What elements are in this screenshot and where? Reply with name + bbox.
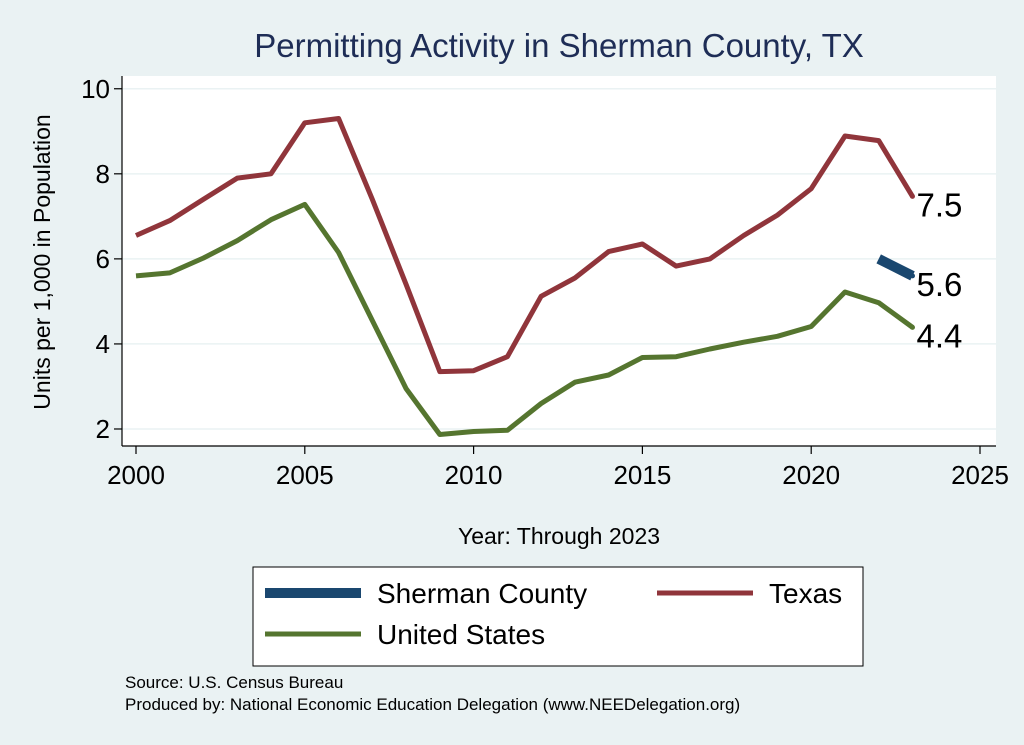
legend-label-united-states: United States: [377, 619, 545, 650]
series-end-point-united-states: [909, 324, 915, 330]
source-note: Source: U.S. Census Bureau: [125, 673, 343, 692]
x-tick-label-2005: 2005: [276, 460, 334, 490]
x-tick-label-2010: 2010: [445, 460, 503, 490]
chart-title: Permitting Activity in Sherman County, T…: [254, 27, 864, 64]
y-axis: 2 4 6 8 10: [81, 74, 123, 446]
x-tick-label-2000: 2000: [107, 460, 165, 490]
legend-label-sherman-county: Sherman County: [377, 578, 587, 609]
x-axis-title: Year: Through 2023: [458, 523, 660, 549]
x-tick-label-2025: 2025: [951, 460, 1009, 490]
y-axis-title: Units per 1,000 in Population: [29, 114, 55, 409]
y-tick-label-10: 10: [81, 74, 110, 104]
x-axis: 2000 2005 2010 2015 2020 2025: [107, 445, 1009, 490]
legend: Sherman County Texas United States: [265, 578, 842, 650]
series-line-texas: [134, 116, 915, 375]
producer-note: Produced by: National Economic Education…: [125, 695, 740, 714]
series-line-sherman-county: [876, 254, 915, 281]
y-tick-label-2: 2: [96, 414, 110, 444]
legend-box: [252, 566, 864, 667]
y-tick-label-4: 4: [96, 329, 110, 359]
series-layer: [134, 116, 915, 437]
end-label-sherman-county: 5.6: [916, 266, 962, 303]
series-line-united-states: [135, 201, 914, 437]
end-label-texas: 7.5: [916, 186, 962, 223]
series-end-point-sherman-county: [909, 273, 915, 279]
end-label-united-states: 4.4: [916, 317, 962, 354]
y-tick-label-8: 8: [96, 159, 110, 189]
legend-label-texas: Texas: [769, 578, 842, 609]
x-tick-label-2020: 2020: [782, 460, 840, 490]
y-tick-label-6: 6: [96, 244, 110, 274]
end-labels: 5.6 7.5 4.4: [916, 186, 962, 354]
x-tick-label-2015: 2015: [613, 460, 671, 490]
series-end-point-texas: [909, 193, 915, 199]
